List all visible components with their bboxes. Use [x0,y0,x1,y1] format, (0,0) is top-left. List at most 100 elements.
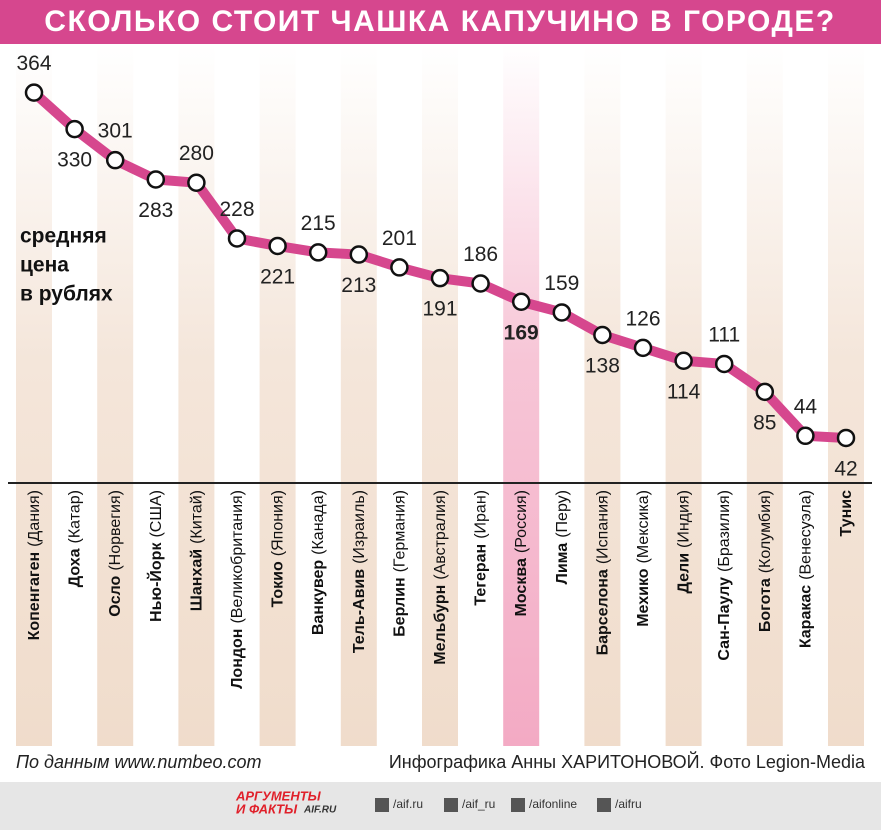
x-tick-label: Сан-Паулу (Бразилия) [716,490,733,661]
country: (Дания) [26,490,43,547]
point [390,258,409,277]
point [511,292,531,311]
point [349,245,369,264]
city: Лондон [229,629,246,689]
city: Копенгаген [26,552,43,641]
city: Нью-Йорк [146,542,165,622]
value-label: 215 [301,212,336,235]
value-label: 114 [667,380,701,403]
social-link[interactable]: /aifru [615,797,642,811]
city: Сан-Паулу [716,577,733,661]
city: Барселона [595,569,612,655]
value-label: 221 [260,266,295,289]
city: Лима [554,543,571,585]
country: (Перу) [554,490,571,538]
country: (Австралия) [432,490,449,580]
credit: Инфографика Анны ХАРИТОНОВОЙ. Фото Legio… [389,751,866,772]
point [593,325,612,345]
point [796,426,815,446]
city: Тегеран [473,544,490,606]
x-tick-label: Богота (Колумбия) [757,490,774,632]
country: (Великобритания) [229,490,246,624]
city: Каракас [798,585,815,648]
value-label: 85 [753,411,776,434]
x-tick-label: Мехико (Мексика) [635,490,652,627]
country: (Израиль) [351,490,368,564]
country: (Катар) [67,490,84,543]
country: (Россия) [513,490,530,553]
value-label: 42 [834,458,857,481]
city: Мехико [635,568,652,627]
x-tick-label: Барселона (Испания) [595,490,612,655]
x-tick-label: Москва (Россия) [513,490,530,616]
x-tick-label: Мельбурн (Австралия) [432,490,449,665]
x-tick-label: Шанхай (Китай) [189,490,206,611]
point [430,268,450,288]
y-label: цена [20,254,69,277]
social-icon [375,798,389,812]
value-label: 201 [382,227,417,250]
x-tick-label: Копенгаген (Дания) [26,490,43,640]
value-label: 330 [57,149,92,172]
column-band [178,44,215,746]
x-tick-label: Каракас (Венесуэла) [798,490,815,648]
column-band [503,44,540,746]
x-tick-label: Токио (Япония) [270,490,287,607]
column-band [584,44,621,746]
social-icon [597,798,611,812]
point [633,338,653,358]
value-label: 283 [138,199,173,222]
x-tick-label: Лима (Перу) [554,490,571,584]
country: (Испания) [595,490,612,564]
point [755,382,775,402]
city: Доха [67,548,84,587]
x-tick-label: Ванкувер (Канада) [310,490,327,635]
city: Берлин [392,577,409,636]
point [552,303,572,322]
column-band [422,44,458,746]
country: (Колумбия) [757,490,774,573]
social-icon [444,798,458,812]
value-label: 138 [585,355,620,378]
y-label: средняя [20,225,107,248]
x-tick-label: Тегеран (Иран) [473,490,490,606]
point [24,83,44,102]
x-tick-label: Нью-Йорк (США) [146,490,165,622]
logo: AIF.RU [303,805,337,816]
country: (Япония) [270,490,287,556]
country: (Германия) [392,490,409,572]
city: Осло [107,575,124,616]
point [268,236,287,256]
city: Тель-Авив [351,569,368,653]
x-tick-label: Доха (Катар) [67,490,84,587]
social-icon [511,798,525,812]
point [105,150,125,170]
social-link[interactable]: /aif.ru [393,797,423,811]
point [146,170,166,189]
value-label: 44 [794,395,818,418]
x-tick-label: Осло (Норвегия) [107,490,124,617]
social-link[interactable]: /aifonline [529,797,577,811]
value-label: 169 [504,321,539,344]
country: (Норвегия) [107,490,124,571]
x-tick-label: Дели (Индия) [676,490,693,593]
social-link[interactable]: /aif_ru [462,797,495,811]
value-label: 126 [625,307,660,330]
country: (Бразилия) [716,490,733,572]
country: (США) [148,490,165,538]
country: (Иран) [473,490,490,539]
value-label: 280 [179,142,214,165]
city: Тунис [838,490,855,537]
city: Дели [676,553,693,594]
country: (Китай) [189,490,206,544]
column-band [16,44,52,746]
country: (Венесуэла) [798,490,815,580]
point [65,119,84,139]
value-label: 159 [544,272,579,295]
source: По данным www.numbeo.com [16,752,261,772]
x-tick-label: Тунис [838,490,855,537]
country: (Канада) [310,490,327,555]
chart-title: СКОЛЬКО СТОИТ ЧАШКА КАПУЧИНО В ГОРОДЕ? [44,5,835,38]
point [471,274,490,293]
value-label: 364 [16,52,51,75]
